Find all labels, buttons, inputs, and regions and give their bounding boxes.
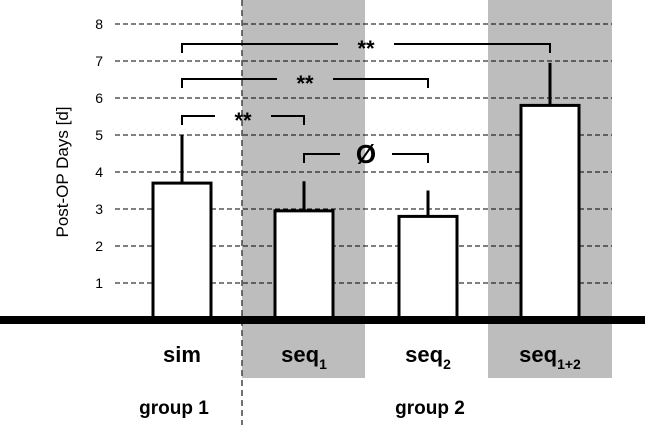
y-tick-label: 2: [95, 238, 103, 254]
y-tick-label: 3: [95, 201, 103, 217]
significance-label: Ø: [356, 139, 376, 169]
y-tick-label: 5: [95, 127, 103, 143]
x-tick-labels: sim seq1 seq2 seq1+2: [163, 342, 581, 372]
x-tick-label: seq2: [405, 342, 451, 372]
group-label: group 2: [395, 398, 465, 419]
x-tick-label: seq1+2: [519, 342, 581, 372]
group-label: group 1: [139, 398, 209, 419]
comparison-bracket: Ø: [303, 139, 429, 169]
x-tick-label: seq1: [281, 342, 327, 372]
y-tick-label: 6: [95, 90, 103, 106]
significance-label: **: [357, 36, 375, 61]
y-axis-label: Post-OP Days [d]: [53, 106, 72, 237]
y-tick-label: 1: [95, 275, 103, 291]
comparison-bracket: **: [181, 71, 429, 96]
y-tick-labels: 1 2 3 4 5 6 7 8: [95, 16, 103, 291]
bar: [273, 209, 335, 322]
significance-label: **: [296, 71, 314, 96]
y-tick-label: 8: [95, 16, 103, 32]
significance-brackets: ** ** ** Ø: [181, 36, 551, 169]
y-tick-label: 7: [95, 53, 103, 69]
group-labels: group 1 group 2: [139, 398, 465, 419]
bar: [397, 214, 459, 322]
significance-label: **: [234, 108, 252, 133]
bars: [151, 103, 581, 322]
y-tick-label: 4: [95, 164, 103, 180]
comparison-bracket: **: [181, 36, 551, 61]
bar: [151, 181, 213, 322]
comparison-bracket: **: [181, 108, 305, 133]
x-tick-label: sim: [163, 342, 201, 367]
bar: [519, 103, 581, 322]
error-bars: [180, 62, 552, 217]
